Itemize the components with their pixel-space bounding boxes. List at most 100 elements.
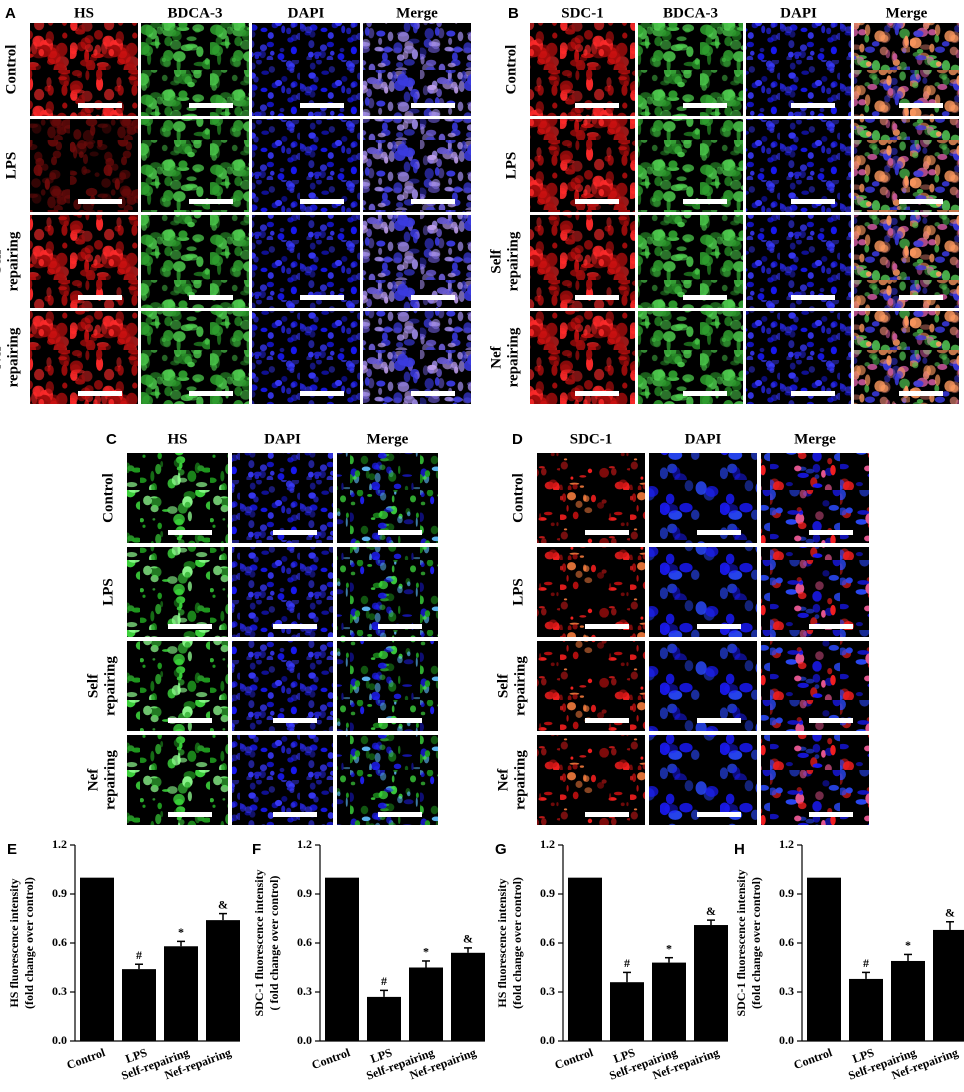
scale-bar (585, 624, 629, 629)
panel-letter: E (7, 841, 17, 858)
significance-mark: # (381, 974, 387, 988)
micrograph (638, 311, 743, 404)
significance-mark: * (905, 938, 911, 952)
row-label: Control (503, 45, 519, 95)
row-label: Self (0, 248, 4, 273)
micrograph (30, 311, 138, 404)
scale-bar (697, 624, 741, 629)
micrograph (537, 735, 645, 825)
row-label: LPS (503, 152, 519, 180)
scale-bar (78, 295, 122, 300)
y-tick-label: 0.9 (540, 886, 555, 900)
y-tick-label: 0.3 (540, 984, 555, 998)
bar (652, 962, 686, 1041)
micrograph (252, 23, 360, 116)
micrograph (127, 453, 228, 543)
y-tick-label: 0.3 (779, 984, 794, 998)
y-axis-title: (fold change over control) (22, 877, 36, 1009)
y-axis-title: SDC-1 fluorescence intensity (252, 869, 266, 1016)
scale-bar (791, 295, 835, 300)
micrograph (252, 311, 360, 404)
panel-letter: B (508, 5, 519, 22)
scale-bar (300, 391, 344, 396)
x-tick-label: Control (65, 1045, 108, 1072)
scale-bar (411, 391, 455, 396)
y-axis-title: HS fluorescence intensity (7, 878, 21, 1007)
panel-letter: C (106, 431, 117, 448)
panel-letter: G (495, 841, 507, 858)
micrograph (746, 215, 851, 308)
micrograph (638, 119, 743, 212)
scale-bar (585, 530, 629, 535)
micrograph (537, 453, 645, 543)
scale-bar (168, 812, 212, 817)
micrograph (761, 453, 869, 543)
row-label: LPS (510, 578, 526, 606)
y-tick-label: 0.9 (297, 886, 312, 900)
y-tick-label: 0.0 (540, 1033, 555, 1047)
micrograph (363, 311, 471, 404)
micrograph (127, 735, 228, 825)
micrograph (530, 311, 635, 404)
micrograph (649, 735, 757, 825)
micrograph (746, 119, 851, 212)
micrograph (141, 311, 249, 404)
micrograph (761, 641, 869, 731)
scale-bar (575, 295, 619, 300)
scale-bar (791, 391, 835, 396)
scale-bar (378, 718, 422, 723)
row-label: repairing (512, 656, 528, 716)
column-header: SDC-1 (570, 431, 613, 447)
micrograph (30, 119, 138, 212)
y-tick-label: 1.2 (779, 837, 794, 851)
bar (122, 969, 156, 1041)
micrograph (30, 23, 138, 116)
y-tick-label: 0.0 (779, 1033, 794, 1047)
scale-bar (78, 391, 122, 396)
bar (451, 952, 485, 1041)
column-header: BDCA-3 (168, 5, 223, 21)
column-header: Merge (396, 5, 438, 21)
y-tick-label: 1.2 (52, 837, 67, 851)
micrograph (746, 311, 851, 404)
y-tick-label: 0.0 (52, 1033, 67, 1047)
micrograph (127, 547, 228, 637)
scale-bar (378, 624, 422, 629)
scale-bar (575, 103, 619, 108)
y-tick-label: 0.3 (297, 984, 312, 998)
scale-bar (300, 103, 344, 108)
y-tick-label: 0.9 (779, 886, 794, 900)
row-label: Control (510, 473, 526, 523)
scale-bar (683, 391, 727, 396)
y-tick-label: 0.0 (297, 1033, 312, 1047)
scale-bar (189, 295, 233, 300)
column-header: DAPI (264, 431, 301, 447)
micrograph (337, 547, 438, 637)
significance-mark: # (624, 956, 630, 970)
scale-bar (809, 530, 853, 535)
panel-letter: D (512, 431, 523, 448)
y-tick-label: 0.6 (779, 935, 794, 949)
scale-bar (300, 199, 344, 204)
scale-bar (411, 199, 455, 204)
significance-mark: & (706, 904, 716, 918)
column-header: SDC-1 (561, 5, 604, 21)
micrograph (30, 215, 138, 308)
micrograph (232, 641, 333, 731)
y-tick-label: 1.2 (540, 837, 555, 851)
scale-bar (683, 295, 727, 300)
micrograph (530, 119, 635, 212)
scale-bar (273, 530, 317, 535)
bar (568, 877, 602, 1041)
bar (206, 920, 240, 1041)
scale-bar (585, 812, 629, 817)
panel-letter: H (734, 841, 745, 858)
micrograph (232, 735, 333, 825)
significance-mark: & (945, 906, 955, 920)
y-axis-title: (fold change over control) (749, 877, 763, 1009)
scale-bar (168, 718, 212, 723)
bar (849, 978, 883, 1041)
y-axis-title: (fold change over control) (510, 877, 524, 1009)
